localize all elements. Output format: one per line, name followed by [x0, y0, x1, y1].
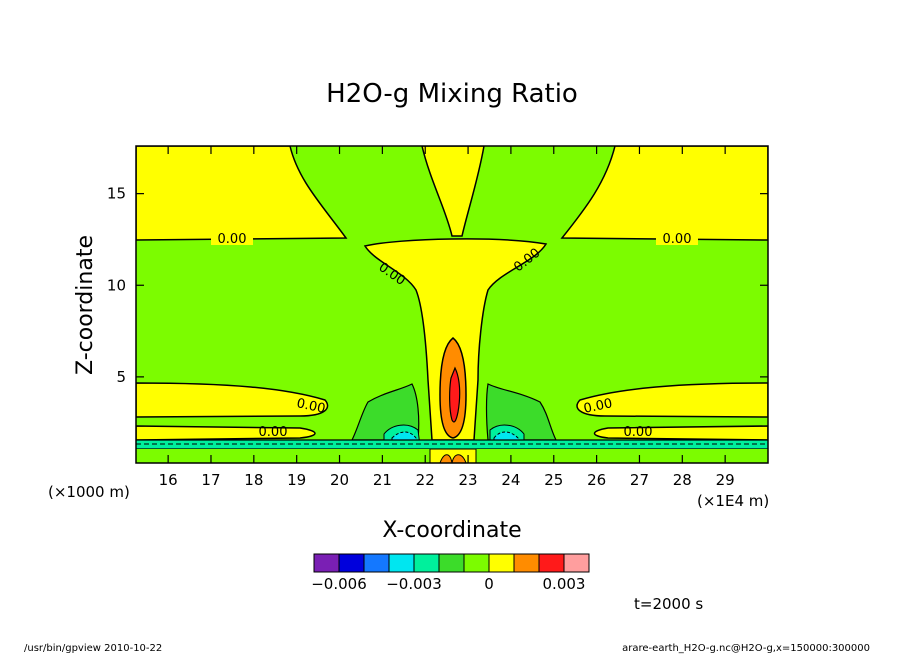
- colorbar-tick-label: −0.006: [311, 575, 367, 593]
- y-axis: 5 10 15: [107, 185, 768, 386]
- colorbar-swatch: [413, 553, 440, 573]
- colorbar-swatch: [313, 553, 340, 573]
- colorbar-tick-label: −0.003: [386, 575, 442, 593]
- x-tick-label: 21: [373, 471, 392, 489]
- colorbar-swatch: [463, 553, 490, 573]
- footer-left: /usr/bin/gpview 2010-10-22: [24, 643, 162, 654]
- contour-label: 0.00: [582, 396, 613, 417]
- x-tick-label: 19: [287, 471, 306, 489]
- x-tick-label: 26: [587, 471, 606, 489]
- x-tick-label: 17: [201, 471, 220, 489]
- colorbar-swatch: [438, 553, 465, 573]
- chart-title: H2O-g Mixing Ratio: [326, 79, 578, 109]
- contour-label: 0.00: [218, 232, 247, 247]
- colorbar-swatch: [488, 553, 515, 573]
- x-units: (×1E4 m): [697, 492, 769, 510]
- colorbar-swatch: [538, 553, 565, 573]
- time-label: t=2000 s: [634, 595, 703, 613]
- contour-label: 0.00: [663, 232, 692, 247]
- colorbar-tick-label: 0.003: [543, 575, 586, 593]
- colorbar-swatch: [513, 553, 540, 573]
- y-tick-label: 10: [107, 276, 126, 294]
- footer-right: arare-earth_H2O-g.nc@H2O-g,x=150000:3000…: [622, 643, 870, 654]
- colorbar-tick-label: 0: [484, 575, 494, 593]
- contour-label: 0.00: [624, 425, 653, 440]
- y-axis-title: Z-coordinate: [73, 235, 98, 375]
- y-units: (×1000 m): [48, 483, 130, 501]
- x-tick-label: 24: [501, 471, 520, 489]
- x-axis-title: X-coordinate: [382, 518, 521, 543]
- colorbar-swatch: [388, 553, 415, 573]
- plot-frame: [135, 145, 769, 464]
- colorbar-swatch: [338, 553, 365, 573]
- colorbar: −0.006 −0.003 0 0.003: [311, 553, 590, 593]
- x-tick-label: 16: [159, 471, 178, 489]
- x-tick-label: 27: [630, 471, 649, 489]
- y-tick-label: 15: [107, 185, 126, 203]
- x-tick-label: 18: [244, 471, 263, 489]
- x-tick-label: 23: [459, 471, 478, 489]
- contour-label: 0.00: [259, 425, 288, 440]
- colorbar-swatch: [563, 553, 590, 573]
- colorbar-swatch: [363, 553, 390, 573]
- x-tick-label: 25: [544, 471, 563, 489]
- x-tick-label: 28: [673, 471, 692, 489]
- x-tick-label: 20: [330, 471, 349, 489]
- x-tick-label: 22: [416, 471, 435, 489]
- contour-field: [136, 146, 768, 463]
- y-tick-label: 5: [116, 368, 126, 386]
- contour-label: 0.00: [295, 396, 326, 417]
- contour-labels: 0.00 0.00 0.00 0.00 0.00 0.00 0.00 0.00: [211, 231, 698, 440]
- x-tick-label: 29: [716, 471, 735, 489]
- x-axis: 16 17 18 19 20 21 22 23 24 25 26 27 28 29: [159, 146, 735, 489]
